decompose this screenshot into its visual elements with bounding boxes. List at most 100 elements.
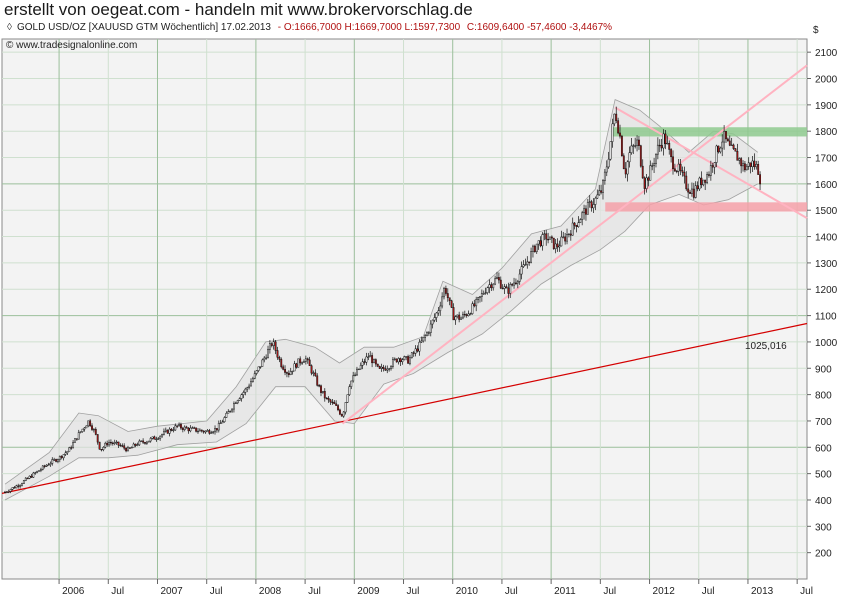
candle-body [28, 475, 31, 479]
candle-body [106, 442, 109, 446]
candle-body [732, 144, 735, 149]
candle-body [151, 436, 154, 439]
candle-body [299, 358, 302, 364]
y-tick-label: 1300 [815, 259, 838, 270]
candle-body [715, 145, 718, 163]
candle-body [460, 317, 462, 320]
candle-body [17, 485, 20, 487]
candle-body [567, 233, 570, 236]
candle-body [668, 142, 671, 150]
candle-body [662, 133, 665, 149]
candle-body [613, 113, 616, 125]
candle-body [660, 145, 663, 149]
candle-body [340, 413, 343, 417]
candle-body [373, 359, 375, 364]
candle-body [711, 165, 714, 168]
candle-body [520, 266, 523, 275]
candle-body [100, 448, 103, 451]
candle-body [149, 438, 152, 442]
candle-body [479, 296, 481, 298]
candle-body [49, 463, 52, 465]
candle-body [550, 236, 553, 239]
candle-body [159, 435, 162, 439]
bollinger-envelope [4, 99, 759, 501]
candle-body [747, 162, 750, 167]
candle-body [142, 440, 145, 443]
candle-body [700, 177, 703, 186]
candle-body [257, 366, 260, 371]
candle-body [183, 426, 186, 430]
y-tick-label: 1700 [815, 154, 838, 165]
candle-body [140, 440, 143, 442]
candle-body [753, 160, 756, 168]
candle-body [58, 455, 61, 460]
candle-body [535, 243, 538, 252]
candle-body [136, 444, 139, 446]
x-tick-label: Jul [800, 586, 813, 597]
candle-body [72, 442, 75, 449]
chart-banner-title: erstellt von oegeat.com - handeln mit ww… [4, 0, 473, 19]
candle-body [617, 120, 620, 134]
candle-body [170, 428, 173, 431]
candle-body [706, 174, 709, 183]
candle-body [51, 459, 54, 464]
candle-body [749, 162, 752, 167]
candle-body [681, 170, 684, 173]
candle-body [111, 442, 114, 444]
candle-body [356, 368, 358, 376]
y-tick-label: 200 [815, 549, 832, 560]
candle-body [295, 363, 298, 368]
candle-body [132, 443, 135, 448]
candle-body [541, 234, 544, 247]
candle-body [259, 366, 262, 368]
candle-body [231, 408, 233, 412]
candle-body [195, 427, 198, 432]
candle-body [622, 155, 625, 170]
candle-body [641, 165, 644, 179]
candle-body [62, 454, 65, 459]
candle-body [303, 361, 305, 363]
candle-body [473, 303, 476, 307]
candle-body [261, 359, 264, 367]
y-tick-label: 600 [815, 443, 832, 454]
candle-body [458, 314, 461, 320]
candle-body [583, 208, 585, 214]
y-tick-label: 400 [815, 496, 832, 507]
candle-body [223, 417, 226, 423]
candle-body [363, 361, 366, 363]
x-tick-label: Jul [603, 586, 616, 597]
candle-body [556, 243, 559, 248]
candle-body [569, 233, 572, 236]
candle-body [446, 293, 449, 298]
candle-body [19, 484, 22, 487]
candle-body [486, 287, 489, 293]
y-tick-label: 1000 [815, 338, 838, 349]
candle-body [53, 459, 56, 461]
candle-body [43, 465, 46, 467]
candle-body [645, 177, 648, 189]
candle-body [524, 264, 527, 266]
candle-body [41, 465, 44, 470]
candle-body [174, 425, 177, 431]
y-axis: 200 300 400 500 600 700 800 900 1000 1100 1200 1300… [807, 48, 838, 560]
x-tick-label: 2013 [751, 586, 774, 597]
candle-body [263, 357, 266, 361]
candle-body [200, 429, 203, 432]
candle-body [696, 185, 699, 190]
candle-body [497, 277, 500, 281]
header-ohlc: - O:1666,7000 H:1669,7000 L:1597,7300 [278, 22, 461, 33]
candle-body [240, 394, 243, 399]
candle-body [15, 485, 18, 489]
candle-body [725, 131, 727, 140]
candle-body [494, 278, 497, 285]
candle-body [713, 162, 716, 168]
candle-body [675, 170, 678, 173]
candle-body [121, 445, 124, 447]
candle-body [57, 459, 59, 462]
candle-body [123, 445, 126, 449]
candle-body [265, 357, 268, 359]
candle-body [549, 236, 551, 240]
candle-body [552, 237, 555, 250]
candle-body [443, 288, 445, 298]
candle-body [745, 166, 748, 171]
